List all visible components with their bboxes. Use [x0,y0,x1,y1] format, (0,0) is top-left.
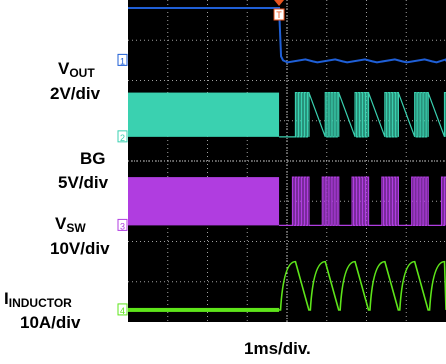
channel-markers: 1 2 3 4 T [117,0,285,316]
ch4-marker-number: 4 [120,306,125,316]
ch2-marker-number: 2 [120,133,125,143]
ch1-label: VOUT [58,59,95,80]
x-axis-scale: 1ms/div. [244,339,311,358]
ch2-marker [117,130,128,143]
ch3-marker [117,218,128,231]
ch4-marker [117,303,128,316]
ch1-marker-number: 1 [120,56,125,66]
ch2-switching-band [128,92,280,137]
ch3-label: VSW [55,214,86,235]
ch4-label: IINDUCTOR [4,289,72,310]
trigger-marker [273,8,285,21]
ch4-trace [279,260,446,311]
traces [128,7,446,312]
trigger-marker-letter: T [276,10,282,20]
ch3-marker-number: 3 [120,221,125,231]
trigger-arrow [274,0,285,6]
ch3-trace [279,176,446,226]
ch1-scale: 2V/div [50,84,101,103]
ch2-trace [279,91,446,138]
ch1-marker [117,53,128,66]
ch2-scale: 5V/div [58,173,109,192]
ch3-scale: 10V/div [50,239,110,258]
ch1-trace [128,7,446,64]
ch2-label: BG [80,149,106,168]
ch4-baseline-band [128,307,280,312]
ch4-scale: 10A/div [20,313,81,332]
ch3-switching-band [128,177,280,226]
